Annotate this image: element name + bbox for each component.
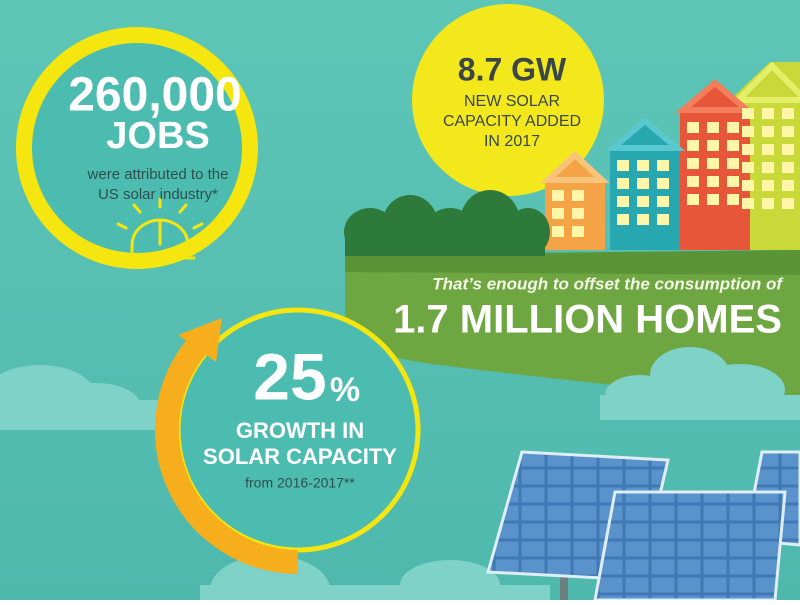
window [782,180,794,191]
hard-hat-icon [116,197,204,260]
jobs-ring [16,27,258,269]
clouds [0,347,800,605]
window [762,126,774,137]
window [707,122,719,133]
shape [345,230,545,256]
shape [178,203,188,214]
window [687,194,699,205]
window [727,176,739,187]
shape [192,222,204,230]
jobs-text: US solar industry* [98,186,218,203]
window [762,198,774,209]
window [552,190,564,201]
trees [344,190,550,256]
sun [412,4,604,196]
shape [604,117,686,151]
window [742,198,754,209]
capacity-text: NEW SOLAR [464,93,560,110]
window [617,178,629,189]
window [637,178,649,189]
window [742,162,754,173]
homes-intro: That’s enough to offset the consumption … [432,274,784,293]
shape [200,585,550,605]
window [727,194,739,205]
hill-edge [345,250,800,275]
window [727,158,739,169]
shape [600,395,800,420]
window [707,194,719,205]
solar-panels [486,450,800,602]
capacity-number: 8.7 GW [458,51,567,87]
window [782,126,794,137]
shape [132,203,142,214]
window [687,176,699,187]
window [637,196,649,207]
growth-unit: % [330,371,360,409]
window [782,162,794,173]
window [742,126,754,137]
window [707,176,719,187]
window [637,214,649,225]
window [742,180,754,191]
window [782,144,794,155]
window [762,162,774,173]
window [762,180,774,191]
jobs-number: 260,000 [68,69,242,122]
window [687,122,699,133]
window [782,108,794,119]
window [707,158,719,169]
window [552,208,564,219]
window [617,160,629,171]
window [727,122,739,133]
window [657,178,669,189]
capacity-text: CAPACITY ADDED [443,113,581,130]
window [572,208,584,219]
growth-note: from 2016-2017** [245,475,355,491]
window [687,158,699,169]
window [782,198,794,209]
window [657,160,669,171]
window [742,144,754,155]
growth-arrow [154,337,299,574]
jobs-label: JOBS [106,115,209,157]
window [687,140,699,151]
growth-arrow-head [178,318,222,362]
window [657,214,669,225]
shape [0,400,160,430]
jobs-text: were attributed to the [87,166,229,183]
growth-text: GROWTH IN [236,418,364,443]
window [617,214,629,225]
window [727,140,739,151]
window [742,108,754,119]
window [762,108,774,119]
homes-headline: 1.7 MILLION HOMES [393,298,782,342]
window [552,226,564,237]
capacity-text: IN 2017 [484,133,540,150]
window [657,196,669,207]
shape [540,150,610,183]
houses [540,61,800,250]
shape [552,108,794,237]
shape [674,79,756,113]
shape [593,490,787,602]
window [572,226,584,237]
window [637,160,649,171]
window [762,144,774,155]
window [707,140,719,151]
window [572,190,584,201]
shape [116,222,128,230]
growth-text: SOLAR CAPACITY [203,444,397,469]
growth-number: 25 [253,339,326,413]
shape [730,61,800,103]
window [617,196,629,207]
